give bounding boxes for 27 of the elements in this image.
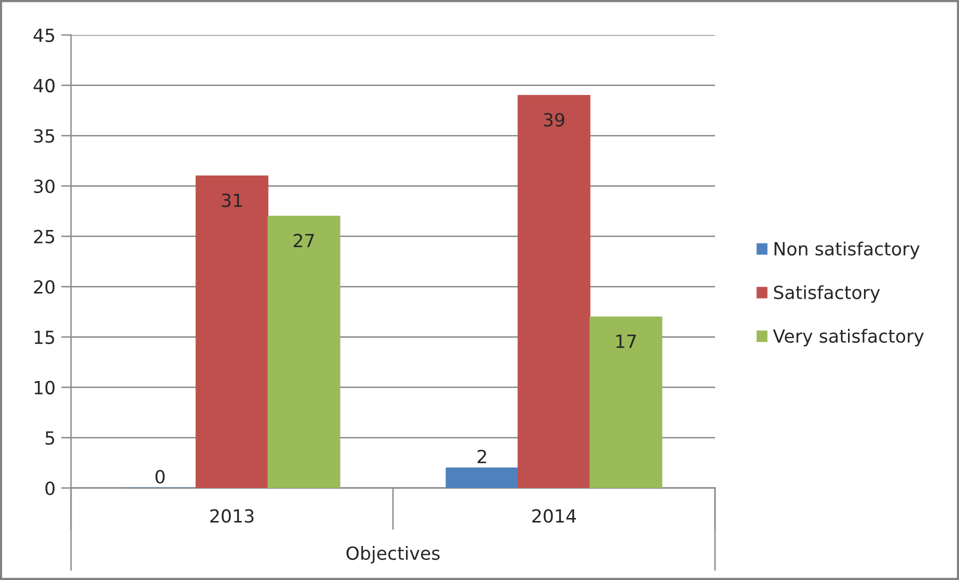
y-tick-label: 15 [34,330,54,344]
bar [446,467,518,488]
data-label: 27 [294,234,314,248]
y-tick-label: 45 [34,28,54,42]
y-tick-label: 0 [45,481,55,496]
bar [518,94,590,488]
bar [590,316,662,488]
x-tick-label: 2014 [532,509,576,523]
data-label: 0 [156,470,165,484]
x-axis-title: Objectives [346,546,440,564]
bar [196,176,268,488]
x-tick-label: 2013 [210,509,254,523]
y-tick-label: 20 [34,280,55,294]
data-label: 2 [478,450,486,464]
legend-label: Non satisfactory [774,242,920,260]
bar [268,216,340,488]
data-label: 39 [544,112,564,127]
data-label: 17 [616,334,636,348]
y-tick-label: 25 [34,230,54,244]
y-tick-label: 10 [34,380,55,394]
y-tick-label: 30 [34,179,55,194]
data-label: 31 [222,194,242,208]
y-tick-label: 5 [46,431,54,445]
legend-label: Satisfactory [774,285,880,303]
y-tick-label: 35 [34,129,54,143]
y-tick-label: 40 [34,78,55,92]
legend-label: Very satisfactory [772,328,924,346]
